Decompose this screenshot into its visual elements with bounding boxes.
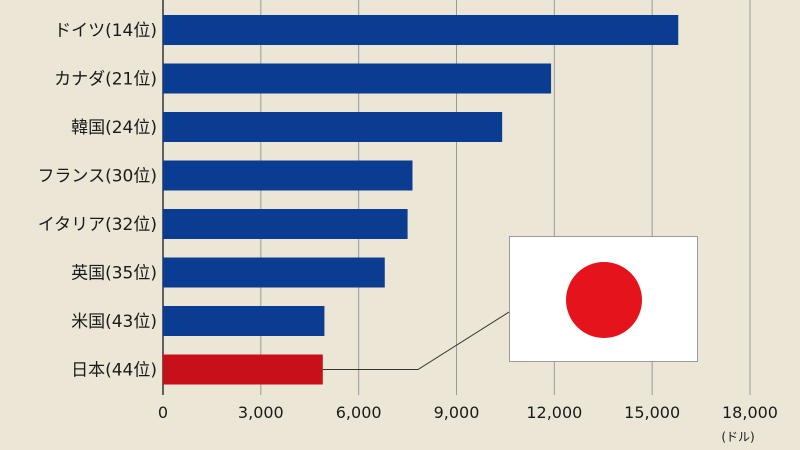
bar — [163, 63, 552, 94]
category-label: イタリア(32位) — [38, 215, 157, 235]
leader-line — [322, 311, 510, 370]
bar-highlight — [163, 354, 323, 385]
x-tick-label: 12,000 — [526, 403, 582, 422]
bar — [163, 15, 679, 45]
category-label: 英国(35位) — [71, 264, 157, 284]
bar — [163, 160, 413, 191]
category-label: カナダ(21位) — [54, 70, 157, 90]
category-label: 韓国(24位) — [71, 118, 157, 138]
japan-flag-icon — [509, 236, 698, 362]
x-tick-label: 9,000 — [434, 403, 480, 422]
category-label: 日本(44位) — [71, 361, 157, 381]
category-label: フランス(30位) — [37, 167, 157, 187]
bar — [163, 112, 503, 142]
x-tick-label: 0 — [158, 403, 168, 422]
x-tick-label: 6,000 — [336, 403, 382, 422]
flag-sun-disc — [566, 262, 642, 338]
bar — [163, 306, 325, 336]
x-tick-label: 3,000 — [238, 403, 284, 422]
category-label: ドイツ(14位) — [54, 21, 157, 41]
x-tick-label: 18,000 — [722, 403, 778, 422]
bar — [163, 209, 408, 239]
x-tick-label: 15,000 — [624, 403, 680, 422]
bar — [163, 257, 385, 288]
category-label: 米国(43位) — [71, 312, 157, 332]
unit-label: (ドル) — [721, 430, 754, 444]
